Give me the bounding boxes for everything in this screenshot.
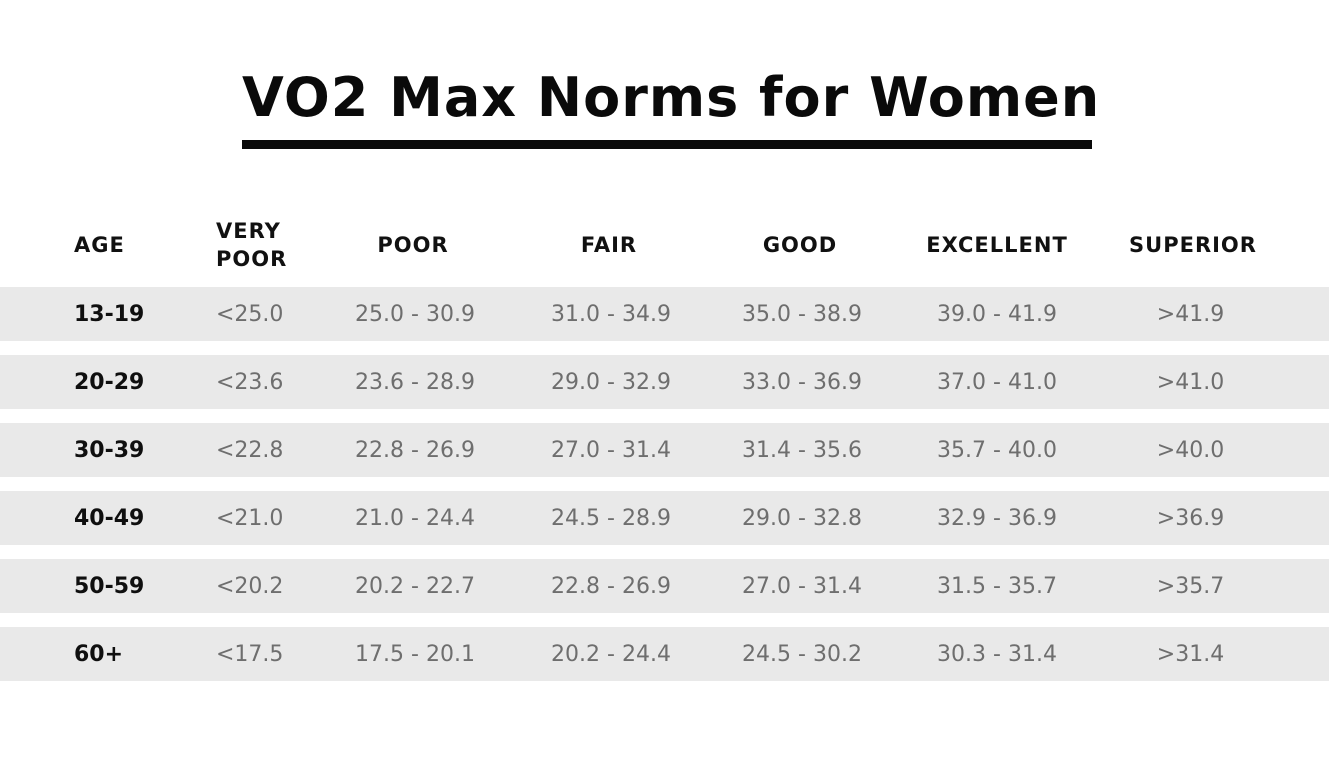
table-row: 13-19 <25.0 25.0 - 30.9 31.0 - 34.9 35.0… [0, 287, 1329, 341]
header-very-poor: VERY POOR [216, 210, 326, 280]
excellent-cell: 30.3 - 31.4 [937, 641, 1057, 667]
page-title: VO2 Max Norms for Women [242, 66, 1101, 129]
excellent-cell: 31.5 - 35.7 [937, 573, 1057, 599]
good-cell: 27.0 - 31.4 [742, 573, 862, 599]
poor-cell: 21.0 - 24.4 [355, 505, 475, 531]
header-poor: POOR [335, 210, 491, 280]
header-age-label: AGE [74, 233, 125, 257]
very-poor-cell: <21.0 [216, 505, 284, 531]
excellent-cell: 32.9 - 36.9 [937, 505, 1057, 531]
header-very-poor-line2: POOR [216, 247, 288, 271]
superior-cell: >40.0 [1156, 437, 1225, 463]
header-age: AGE [74, 210, 184, 280]
header-good: GOOD [722, 210, 878, 280]
header-poor-label: POOR [377, 233, 449, 257]
fair-cell: 20.2 - 24.4 [551, 641, 671, 667]
very-poor-cell: <22.8 [216, 437, 284, 463]
superior-cell: >41.0 [1156, 369, 1225, 395]
age-cell: 60+ [74, 641, 124, 667]
excellent-cell: 37.0 - 41.0 [937, 369, 1057, 395]
very-poor-cell: <20.2 [216, 573, 284, 599]
excellent-cell: 35.7 - 40.0 [937, 437, 1057, 463]
superior-cell: >41.9 [1156, 301, 1225, 327]
good-cell: 35.0 - 38.9 [742, 301, 862, 327]
age-cell: 20-29 [74, 369, 145, 395]
table-row: 20-29 <23.6 23.6 - 28.9 29.0 - 32.9 33.0… [0, 355, 1329, 409]
table-row: 60+ <17.5 17.5 - 20.1 20.2 - 24.4 24.5 -… [0, 627, 1329, 681]
fair-cell: 27.0 - 31.4 [551, 437, 671, 463]
very-poor-cell: <23.6 [216, 369, 284, 395]
poor-cell: 23.6 - 28.9 [355, 369, 475, 395]
table-row: 50-59 <20.2 20.2 - 22.7 22.8 - 26.9 27.0… [0, 559, 1329, 613]
age-cell: 50-59 [74, 573, 145, 599]
header-fair: FAIR [531, 210, 687, 280]
header-superior: SUPERIOR [1108, 210, 1278, 280]
age-cell: 30-39 [74, 437, 145, 463]
table-row: 30-39 <22.8 22.8 - 26.9 27.0 - 31.4 31.4… [0, 423, 1329, 477]
poor-cell: 22.8 - 26.9 [355, 437, 475, 463]
table-row: 40-49 <21.0 21.0 - 24.4 24.5 - 28.9 29.0… [0, 491, 1329, 545]
very-poor-cell: <25.0 [216, 301, 284, 327]
superior-cell: >36.9 [1156, 505, 1225, 531]
fair-cell: 22.8 - 26.9 [551, 573, 671, 599]
fair-cell: 29.0 - 32.9 [551, 369, 671, 395]
header-good-label: GOOD [762, 233, 838, 257]
good-cell: 31.4 - 35.6 [742, 437, 862, 463]
good-cell: 33.0 - 36.9 [742, 369, 862, 395]
very-poor-cell: <17.5 [216, 641, 284, 667]
header-superior-label: SUPERIOR [1129, 233, 1257, 257]
excellent-cell: 39.0 - 41.9 [937, 301, 1057, 327]
table-header-row: AGE VERY POOR POOR FAIR GOOD EXCELLENT S… [0, 210, 1329, 280]
title-underline [242, 140, 1092, 149]
poor-cell: 17.5 - 20.1 [355, 641, 475, 667]
age-cell: 40-49 [74, 505, 145, 531]
good-cell: 24.5 - 30.2 [742, 641, 862, 667]
fair-cell: 31.0 - 34.9 [551, 301, 671, 327]
header-excellent-label: EXCELLENT [926, 233, 1068, 257]
poor-cell: 20.2 - 22.7 [355, 573, 475, 599]
header-excellent: EXCELLENT [907, 210, 1087, 280]
fair-cell: 24.5 - 28.9 [551, 505, 671, 531]
poor-cell: 25.0 - 30.9 [355, 301, 475, 327]
superior-cell: >31.4 [1156, 641, 1225, 667]
header-very-poor-line1: VERY [216, 219, 281, 243]
good-cell: 29.0 - 32.8 [742, 505, 862, 531]
superior-cell: >35.7 [1156, 573, 1225, 599]
title-block: VO2 Max Norms for Women [242, 62, 1101, 134]
age-cell: 13-19 [74, 301, 145, 327]
header-fair-label: FAIR [580, 233, 638, 257]
